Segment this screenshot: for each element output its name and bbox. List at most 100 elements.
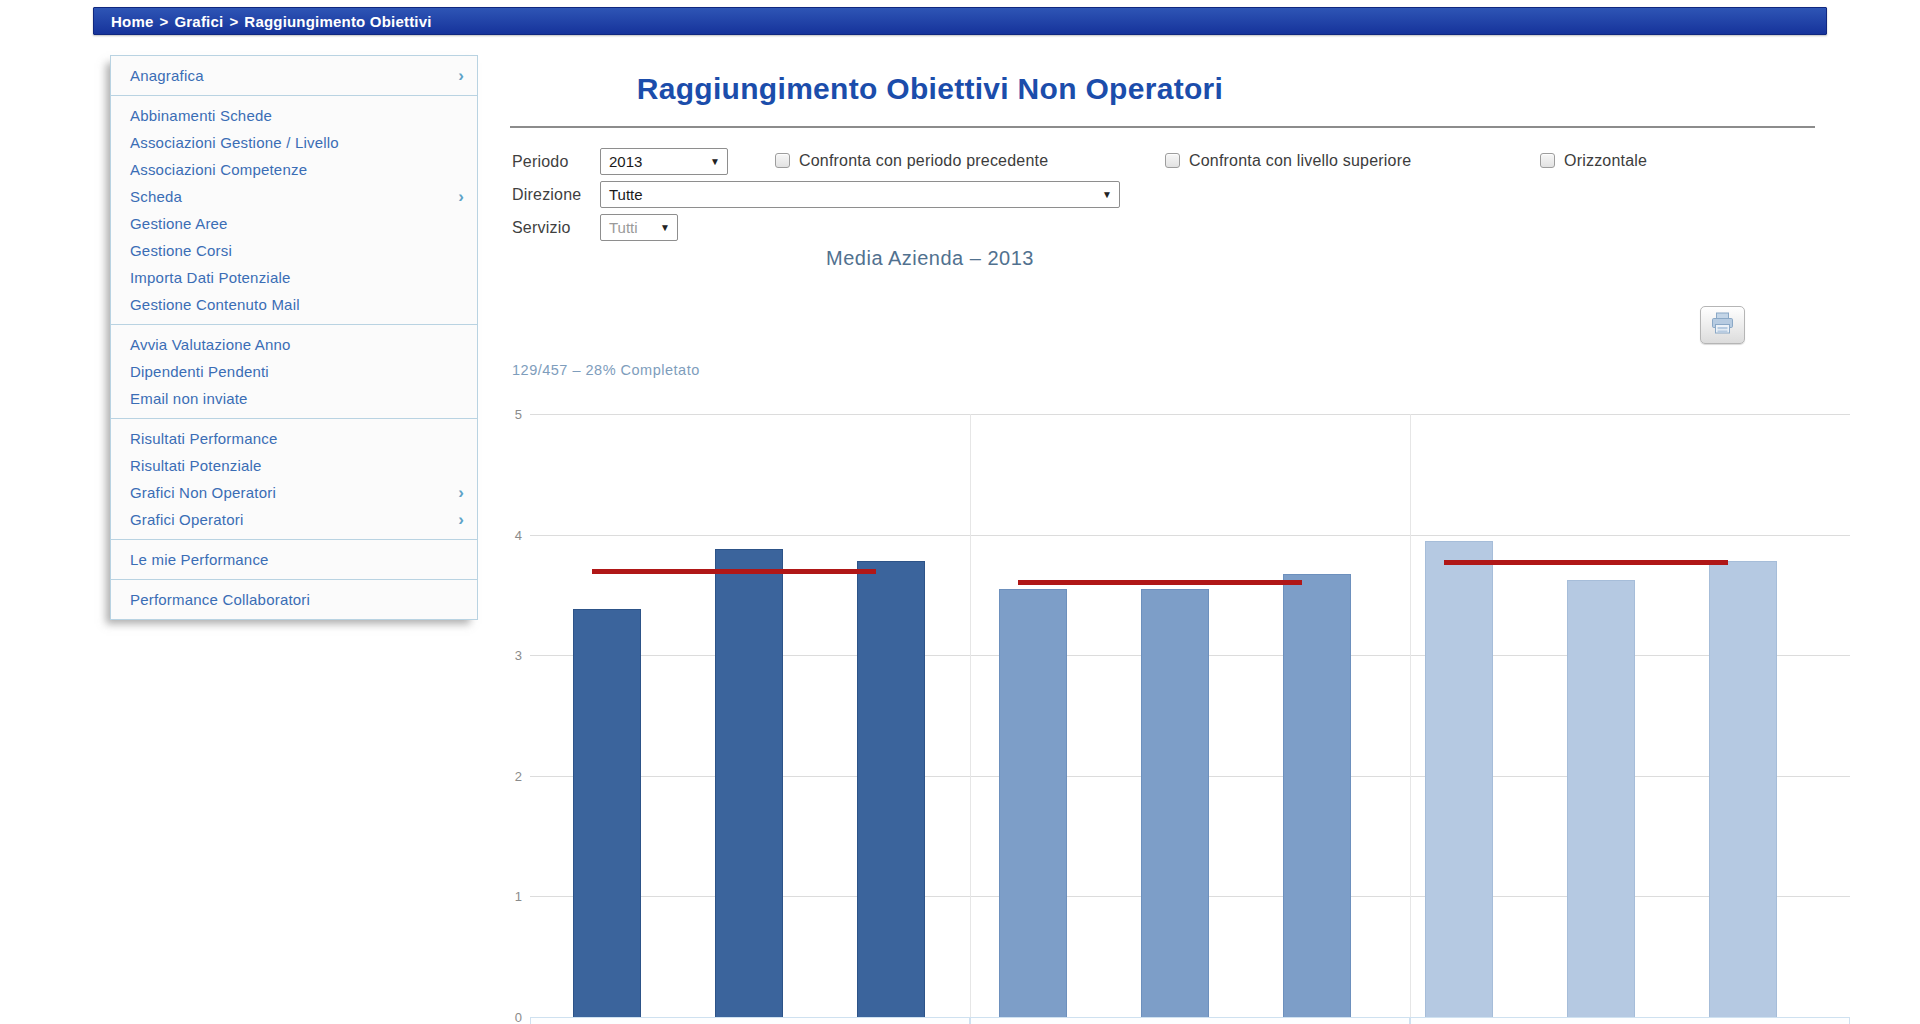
breadcrumb-separator: >: [223, 13, 244, 30]
checkbox-option-confronta-con-livello-superiore: Confronta con livello superiore: [1165, 151, 1411, 173]
sidebar-item-performance-collaboratori[interactable]: Performance Collaboratori: [111, 586, 477, 613]
bar-group3-3: [1709, 561, 1777, 1017]
x-axis-label-box: [530, 1017, 970, 1024]
sidebar-item-grafici-operatori[interactable]: Grafici Operatori›: [111, 506, 477, 533]
sidebar-item-risultati-potenziale[interactable]: Risultati Potenziale: [111, 452, 477, 479]
gridline-y5: [530, 414, 1850, 415]
sidebar-group-3: Avvia Valutazione Anno Dipendenti Pendent…: [111, 325, 477, 419]
sidebar-item-label: Associazioni Competenze: [130, 161, 307, 178]
sidebar-group-2: Abbinamenti Schede Associazioni Gestione …: [111, 96, 477, 325]
completion-label: 129/457 – 28% Completato: [512, 362, 700, 378]
main-content: Raggiungimento Obiettivi Non Operatori P…: [500, 0, 1850, 1024]
checkbox-label: Orizzontale: [1564, 152, 1647, 169]
sidebar-item-le-mie-performance[interactable]: Le mie Performance: [111, 546, 477, 573]
bar-group3-1: [1425, 541, 1493, 1017]
filter-row-periodo: Periodo 2013 ▼ Confronta con periodo pre…: [500, 148, 1850, 175]
group-separator-line: [1410, 414, 1411, 1017]
y-axis-tick-label: 3: [500, 648, 522, 663]
checkbox-label: Confronta con livello superiore: [1189, 152, 1411, 169]
sidebar-item-gestione-contenuto-mail[interactable]: Gestione Contenuto Mail: [111, 291, 477, 318]
checkbox[interactable]: [1165, 153, 1180, 168]
bar-group2-1: [999, 589, 1067, 1017]
checkbox[interactable]: [775, 153, 790, 168]
direzione-select[interactable]: Tutte ▼: [600, 181, 1120, 208]
sidebar-item-anagrafica[interactable]: Anagrafica ›: [111, 62, 477, 89]
sidebar-item-associazioni-gestione-livello[interactable]: Associazioni Gestione / Livello: [111, 129, 477, 156]
y-axis-tick-label: 2: [500, 768, 522, 783]
bar-group2-3: [1283, 574, 1351, 1017]
checkbox-label: Confronta con periodo precedente: [799, 152, 1048, 169]
periodo-select-value: 2013: [609, 149, 642, 174]
sidebar-item-label: Dipendenti Pendenti: [130, 363, 269, 380]
sidebar-item-label: Gestione Contenuto Mail: [130, 296, 300, 313]
title-divider: [510, 126, 1815, 128]
checkbox-option-orizzontale: Orizzontale: [1540, 151, 1647, 173]
periodo-select[interactable]: 2013 ▼: [600, 148, 728, 175]
chevron-right-icon: ›: [458, 183, 464, 210]
sidebar-item-scheda[interactable]: Scheda ›: [111, 183, 477, 210]
filter-row-direzione: Direzione Tutte ▼: [500, 181, 600, 208]
sidebar-item-grafici-non-operatori[interactable]: Grafici Non Operatori ›: [111, 479, 477, 506]
sidebar-group-6: Performance Collaboratori: [111, 580, 477, 619]
sidebar-group-4: Risultati Performance Risultati Potenzial…: [111, 419, 477, 540]
chevron-right-icon: ›: [458, 62, 464, 89]
chevron-right-icon: ›: [458, 479, 464, 506]
breadcrumb-item-home[interactable]: Home: [111, 13, 153, 30]
sidebar-item-label: Le mie Performance: [130, 551, 269, 568]
target-line-group1: [592, 569, 876, 574]
group-separator-line: [970, 414, 971, 1017]
print-button[interactable]: [1700, 306, 1745, 344]
checkbox[interactable]: [1540, 153, 1555, 168]
breadcrumb-item-grafici[interactable]: Grafici: [174, 13, 223, 30]
sidebar-item-gestione-corsi[interactable]: Gestione Corsi: [111, 237, 477, 264]
sidebar-group-1: Anagrafica ›: [111, 56, 477, 96]
direzione-label: Direzione: [512, 181, 600, 208]
sidebar-item-associazioni-competenze[interactable]: Associazioni Competenze: [111, 156, 477, 183]
x-axis-label-box: [970, 1017, 1410, 1024]
dropdown-arrow-icon: ▼: [1102, 182, 1112, 207]
bar-group1-2: [715, 549, 783, 1017]
sidebar-item-label: Scheda: [130, 188, 182, 205]
sidebar-item-label: Associazioni Gestione / Livello: [130, 134, 339, 151]
sidebar-item-label: Anagrafica: [130, 67, 204, 84]
sidebar-item-abbinamenti-schede[interactable]: Abbinamenti Schede: [111, 102, 477, 129]
sidebar-item-importa-dati-potenziale[interactable]: Importa Dati Potenziale: [111, 264, 477, 291]
sidebar-item-label: Email non inviate: [130, 390, 248, 407]
breadcrumb-item-raggiungimento-obiettivi[interactable]: Raggiungimento Obiettivi: [244, 13, 431, 30]
gridline-y4: [530, 535, 1850, 536]
sidebar-item-label: Risultati Performance: [130, 430, 278, 447]
sidebar-item-email-non-inviate[interactable]: Email non inviate: [111, 385, 477, 412]
sidebar-item-label: Importa Dati Potenziale: [130, 269, 291, 286]
bar-group3-2: [1567, 580, 1635, 1017]
sidebar-item-gestione-aree[interactable]: Gestione Aree: [111, 210, 477, 237]
checkbox-option-confronta-con-periodo-precedente: Confronta con periodo precedente: [775, 151, 1048, 173]
breadcrumb-separator: >: [153, 13, 174, 30]
sidebar-item-label: Gestione Corsi: [130, 242, 232, 259]
dropdown-arrow-icon: ▼: [710, 149, 720, 174]
page: Home>Grafici>Raggiungimento Obiettivi An…: [0, 0, 1920, 1024]
filter-row-servizio: Servizio Tutti ▼: [500, 214, 600, 241]
direzione-select-value: Tutte: [609, 182, 643, 207]
sidebar-item-dipendenti-pendenti[interactable]: Dipendenti Pendenti: [111, 358, 477, 385]
sidebar-item-label: Risultati Potenziale: [130, 457, 262, 474]
y-axis-tick-label: 1: [500, 889, 522, 904]
bar-group2-2: [1141, 589, 1209, 1017]
dropdown-arrow-icon: ▼: [660, 215, 670, 240]
objectives-bar-chart: 012345: [500, 405, 1850, 1024]
y-axis-tick-label: 4: [500, 527, 522, 542]
sidebar-item-risultati-performance[interactable]: Risultati Performance: [111, 425, 477, 452]
sidebar: Anagrafica › Abbinamenti Schede Associazion…: [110, 55, 478, 620]
servizio-label: Servizio: [512, 214, 600, 241]
y-axis-tick-label: 5: [500, 407, 522, 422]
sidebar-item-label: Performance Collaboratori: [130, 591, 310, 608]
sidebar-group-5: Le mie Performance: [111, 540, 477, 580]
sidebar-item-avvia-valutazione-anno[interactable]: Avvia Valutazione Anno: [111, 331, 477, 358]
chevron-right-icon: ›: [458, 506, 464, 533]
periodo-label: Periodo: [512, 148, 600, 175]
chart-title: Media Azienda – 2013: [500, 247, 1360, 270]
sidebar-item-label: Grafici Non Operatori: [130, 484, 276, 501]
printer-icon: [1709, 312, 1736, 339]
bar-group1-1: [573, 609, 641, 1017]
servizio-select[interactable]: Tutti ▼: [600, 214, 678, 241]
x-axis-label-box: [1410, 1017, 1850, 1024]
